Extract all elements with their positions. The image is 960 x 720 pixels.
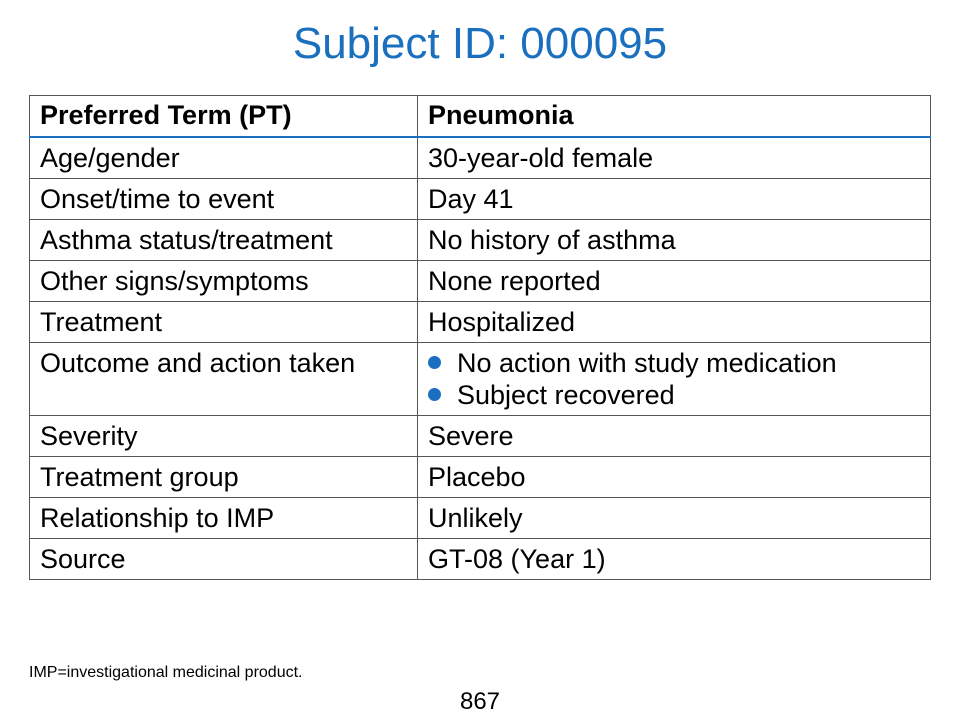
bullet-icon (428, 388, 441, 401)
row-value: Unlikely (417, 497, 931, 539)
table-row: Severity Severe (29, 415, 931, 457)
row-label: Outcome and action taken (29, 342, 418, 416)
row-label: Onset/time to event (29, 178, 418, 220)
header-label-cell: Preferred Term (PT) (29, 95, 418, 138)
row-value: 30-year-old female (417, 136, 931, 179)
bullet-text: Subject recovered (457, 380, 675, 410)
row-label: Treatment (29, 301, 418, 343)
footnote: IMP=investigational medicinal product. (29, 664, 303, 681)
row-value: Placebo (417, 456, 931, 498)
bullet-list: No action with study medication Subject … (428, 347, 920, 411)
table-row: Other signs/symptoms None reported (29, 260, 931, 302)
row-value: None reported (417, 260, 931, 302)
row-value: Severe (417, 415, 931, 457)
bullet-item: Subject recovered (428, 379, 920, 411)
page-number: 867 (459, 688, 501, 715)
subject-info-table: Preferred Term (PT) Pneumonia Age/gender… (29, 95, 931, 580)
row-value: GT-08 (Year 1) (417, 538, 931, 580)
bullet-icon (428, 356, 441, 369)
row-label: Other signs/symptoms (29, 260, 418, 302)
table-row: Age/gender 30-year-old female (29, 136, 931, 179)
table-row: Treatment group Placebo (29, 456, 931, 498)
page-title: Subject ID: 000095 (292, 19, 668, 68)
header-value-cell: Pneumonia (417, 95, 931, 138)
row-value: Day 41 (417, 178, 931, 220)
table-row: Onset/time to event Day 41 (29, 178, 931, 220)
bullet-text: No action with study medication (457, 348, 837, 378)
bullet-item: No action with study medication (428, 347, 920, 379)
table-header-row: Preferred Term (PT) Pneumonia (29, 95, 931, 138)
table-row: Asthma status/treatment No history of as… (29, 219, 931, 261)
row-value: Hospitalized (417, 301, 931, 343)
row-label: Age/gender (29, 136, 418, 179)
table-row: Source GT-08 (Year 1) (29, 538, 931, 580)
row-label: Source (29, 538, 418, 580)
row-label: Treatment group (29, 456, 418, 498)
row-label: Asthma status/treatment (29, 219, 418, 261)
row-value-bullets: No action with study medication Subject … (417, 342, 931, 416)
row-value: No history of asthma (417, 219, 931, 261)
table-row: Relationship to IMP Unlikely (29, 497, 931, 539)
table-row: Treatment Hospitalized (29, 301, 931, 343)
row-label: Relationship to IMP (29, 497, 418, 539)
table-row: Outcome and action taken No action with … (29, 342, 931, 416)
row-label: Severity (29, 415, 418, 457)
